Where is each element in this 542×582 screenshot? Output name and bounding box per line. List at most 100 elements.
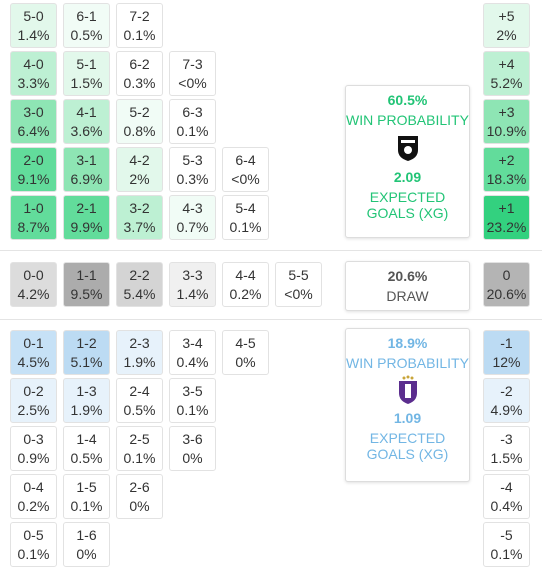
cell-label: 4-5 bbox=[235, 335, 256, 351]
separator bbox=[0, 319, 542, 320]
cell-label: 7-2 bbox=[129, 8, 150, 24]
cell-pct: 0.3% bbox=[123, 75, 156, 91]
draw-probability: 20.6% bbox=[387, 268, 428, 284]
cell-label: 2-6 bbox=[129, 479, 150, 495]
cell-pct: 3.3% bbox=[17, 75, 50, 91]
cell-label: 4-4 bbox=[235, 267, 256, 283]
cell-label: 4-3 bbox=[182, 200, 203, 216]
cell-pct: 5.4% bbox=[123, 286, 156, 302]
cell-label: 7-3 bbox=[182, 56, 203, 72]
cell-pct: 1.9% bbox=[123, 354, 156, 370]
cell-label: 5-1 bbox=[76, 56, 97, 72]
score-cell: 5-2 0.8% bbox=[116, 99, 163, 144]
cell-pct: 2% bbox=[496, 27, 517, 43]
cell-label: 5-5 bbox=[288, 267, 309, 283]
score-cell: 2-1 9.9% bbox=[63, 195, 110, 240]
score-cell: 0 20.6% bbox=[483, 262, 530, 307]
cell-label: 2-3 bbox=[129, 335, 150, 351]
score-cell: 3-1 6.9% bbox=[63, 147, 110, 192]
cell-label: -2 bbox=[500, 383, 513, 399]
score-cell: 0-1 4.5% bbox=[10, 330, 57, 375]
score-cell: 6-1 0.5% bbox=[63, 3, 110, 48]
cell-label: 3-2 bbox=[129, 200, 150, 216]
score-cell: 7-3 <0% bbox=[169, 51, 216, 96]
cell-label: 0 bbox=[502, 267, 511, 283]
cell-label: 2-0 bbox=[23, 152, 44, 168]
cell-label: 0-2 bbox=[23, 383, 44, 399]
cell-label: 0-4 bbox=[23, 479, 44, 495]
score-cell: 6-2 0.3% bbox=[116, 51, 163, 96]
cell-pct: 1.4% bbox=[17, 27, 50, 43]
cell-label: +4 bbox=[498, 56, 515, 72]
score-cell: -5 0.1% bbox=[483, 522, 530, 567]
cell-pct: 5.1% bbox=[70, 354, 103, 370]
cell-pct: 0.2% bbox=[17, 498, 50, 514]
cell-pct: 9.9% bbox=[70, 219, 103, 235]
score-cell: -1 12% bbox=[483, 330, 530, 375]
cell-pct: <0% bbox=[178, 75, 207, 91]
score-cell: 2-5 0.1% bbox=[116, 426, 163, 471]
cell-label: 6-3 bbox=[182, 104, 203, 120]
cell-pct: 3.7% bbox=[123, 219, 156, 235]
cell-pct: <0% bbox=[284, 286, 313, 302]
cell-pct: 0.8% bbox=[123, 123, 156, 139]
cell-label: 6-4 bbox=[235, 152, 256, 168]
score-cell: +3 10.9% bbox=[483, 99, 530, 144]
score-cell: 6-3 0.1% bbox=[169, 99, 216, 144]
cell-pct: 2.5% bbox=[17, 402, 50, 418]
cell-pct: <0% bbox=[231, 171, 260, 187]
cell-label: -3 bbox=[500, 431, 513, 447]
cell-pct: 0.1% bbox=[17, 546, 50, 562]
score-cell: 5-5 <0% bbox=[275, 262, 322, 307]
score-cell: 5-4 0.1% bbox=[222, 195, 269, 240]
score-cell: 1-4 0.5% bbox=[63, 426, 110, 471]
score-cell: +5 2% bbox=[483, 3, 530, 48]
away-probability: 18.9% bbox=[387, 335, 428, 351]
cell-label: +3 bbox=[498, 104, 515, 120]
cell-pct: 2% bbox=[129, 171, 150, 187]
cell-pct: 8.7% bbox=[17, 219, 50, 235]
score-cell: 1-3 1.9% bbox=[63, 378, 110, 423]
cell-label: 4-0 bbox=[23, 56, 44, 72]
cell-label: 0-0 bbox=[23, 267, 44, 283]
cell-label: 6-2 bbox=[129, 56, 150, 72]
cell-label: 5-0 bbox=[23, 8, 44, 24]
cell-pct: 1.9% bbox=[70, 402, 103, 418]
cell-pct: 18.3% bbox=[486, 171, 527, 187]
cell-label: 1-1 bbox=[76, 267, 97, 283]
cell-pct: 5.2% bbox=[490, 75, 523, 91]
cell-pct: 1.4% bbox=[176, 286, 209, 302]
cell-label: 2-4 bbox=[129, 383, 150, 399]
cell-pct: 0% bbox=[129, 498, 150, 514]
cell-label: 3-5 bbox=[182, 383, 203, 399]
score-cell: 3-4 0.4% bbox=[169, 330, 216, 375]
cell-label: -5 bbox=[500, 527, 513, 543]
cell-label: 1-6 bbox=[76, 527, 97, 543]
score-cell: 0-4 0.2% bbox=[10, 474, 57, 519]
draw-summary: 20.6% DRAW bbox=[345, 261, 470, 311]
cell-pct: 0.1% bbox=[229, 219, 262, 235]
cell-pct: 0% bbox=[235, 354, 256, 370]
cell-label: -1 bbox=[500, 335, 513, 351]
score-cell: -4 0.4% bbox=[483, 474, 530, 519]
score-cell: 5-3 0.3% bbox=[169, 147, 216, 192]
home-logo bbox=[397, 136, 418, 161]
cell-pct: 0.5% bbox=[70, 27, 103, 43]
cell-label: 4-2 bbox=[129, 152, 150, 168]
score-cell: 4-5 0% bbox=[222, 330, 269, 375]
cell-label: 1-5 bbox=[76, 479, 97, 495]
score-cell: 2-4 0.5% bbox=[116, 378, 163, 423]
separator bbox=[0, 250, 542, 251]
cell-label: 5-4 bbox=[235, 200, 256, 216]
home-probability: 60.5% bbox=[387, 92, 428, 108]
score-cell: +2 18.3% bbox=[483, 147, 530, 192]
score-cell: -2 4.9% bbox=[483, 378, 530, 423]
score-cell: 3-0 6.4% bbox=[10, 99, 57, 144]
cell-label: 3-3 bbox=[182, 267, 203, 283]
cell-pct: 6.9% bbox=[70, 171, 103, 187]
cell-pct: 0.5% bbox=[70, 450, 103, 466]
away-xg: 1.09 bbox=[393, 410, 422, 426]
cell-pct: 0.4% bbox=[490, 498, 523, 514]
cell-pct: 0.1% bbox=[490, 546, 523, 562]
draw-label: DRAW bbox=[386, 288, 429, 304]
